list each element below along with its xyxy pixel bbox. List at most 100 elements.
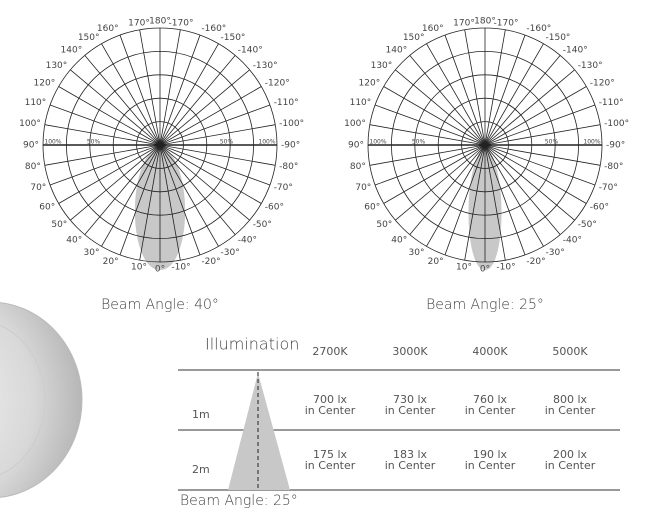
angle-label: -30° [221, 248, 240, 258]
radial-line [49, 144, 161, 186]
radial-line [369, 124, 486, 146]
angle-label: 90° [23, 141, 39, 151]
angle-label: -40° [238, 235, 257, 245]
radial-line [159, 124, 276, 146]
angle-label: -100° [279, 119, 304, 129]
radial-line [484, 144, 601, 166]
angle-label: 40° [391, 235, 407, 245]
radial-line [484, 86, 587, 146]
radial-line [159, 69, 250, 146]
cell: in Center [545, 404, 596, 417]
radial-line [119, 34, 161, 146]
angle-label: 50° [376, 220, 392, 230]
angle-label: -130° [578, 61, 603, 71]
angle-label: -80° [604, 162, 623, 172]
radial-line [484, 144, 506, 261]
radial-line [159, 144, 276, 166]
radial-line [119, 144, 161, 256]
angle-label: 40° [66, 235, 82, 245]
radial-line [484, 144, 544, 247]
row-label: 2m [192, 463, 210, 476]
radial-line [139, 29, 161, 146]
cell: in Center [305, 404, 356, 417]
angle-label: 110° [350, 98, 372, 108]
ring-label: 100% [258, 139, 275, 146]
radial-line [70, 144, 161, 221]
radial-line [58, 144, 161, 204]
radial-line [84, 55, 161, 146]
radial-line [484, 144, 587, 204]
angle-label: 0° [155, 265, 165, 275]
radial-line [464, 144, 486, 261]
angle-label: -150° [546, 33, 571, 43]
angle-label: 60° [364, 203, 380, 213]
radial-line [395, 144, 486, 221]
radial-line [374, 104, 486, 146]
angle-label: -130° [253, 61, 278, 71]
radial-line [383, 86, 486, 146]
cell: 700 lx [313, 393, 348, 406]
angle-label: 0° [480, 265, 490, 275]
angle-label: 20° [428, 257, 444, 267]
angle-label: -120° [265, 79, 290, 89]
angle-label: 70° [355, 183, 371, 193]
angle-label: 110° [25, 98, 47, 108]
radial-line [101, 43, 161, 146]
angle-label: -120° [590, 79, 615, 89]
radial-line [159, 144, 181, 261]
angle-label: -60° [265, 203, 284, 213]
angle-label: -100° [604, 119, 629, 129]
angle-label: 50° [51, 220, 67, 230]
cell: 730 lx [393, 393, 428, 406]
cell: 175 lx [313, 448, 348, 461]
radial-line [444, 144, 486, 256]
radial-line [44, 124, 161, 146]
radial-line [444, 34, 486, 146]
angle-label: 10° [456, 263, 472, 273]
radial-line [484, 43, 544, 146]
radial-line [484, 144, 526, 256]
caption: Beam Angle: 25° [426, 297, 544, 313]
angle-label: 180° [474, 17, 496, 27]
radial-line [159, 34, 201, 146]
radial-line [484, 29, 506, 146]
radial-line [484, 144, 561, 235]
angle-label: 150° [403, 33, 425, 43]
radial-line [395, 69, 486, 146]
angle-label: 180° [149, 17, 171, 27]
angle-label: -110° [274, 98, 299, 108]
angle-label: 10° [131, 263, 147, 273]
column-header: 2700K [312, 345, 348, 358]
angle-label: 130° [371, 61, 393, 71]
angle-label: -140° [238, 46, 263, 56]
radial-line [409, 55, 486, 146]
radial-line [369, 144, 486, 166]
angle-label: -170° [494, 18, 519, 28]
radial-line [159, 144, 219, 247]
radial-line [159, 86, 262, 146]
cell: in Center [545, 459, 596, 472]
angle-label: -140° [563, 46, 588, 56]
angle-label: 30° [409, 248, 425, 258]
radial-line [484, 104, 596, 146]
radial-line [484, 144, 596, 186]
radial-line [484, 124, 601, 146]
angle-label: 80° [350, 162, 366, 172]
angle-label: 170° [128, 18, 150, 28]
angle-label: -80° [279, 162, 298, 172]
angle-label: 140° [61, 46, 83, 56]
angle-label: 120° [34, 79, 56, 89]
angle-label: -10° [496, 263, 515, 273]
angle-label: -160° [201, 24, 226, 34]
cone [228, 373, 290, 490]
angle-label: 140° [386, 46, 408, 56]
caption: Beam Angle: 40° [101, 297, 219, 313]
angle-label: -50° [253, 220, 272, 230]
column-header: 3000K [392, 345, 428, 358]
angle-label: 100° [19, 119, 41, 129]
radial-line [159, 144, 250, 221]
cell: 190 lx [473, 448, 508, 461]
ring-label: 50% [412, 139, 426, 146]
radial-line [426, 43, 486, 146]
